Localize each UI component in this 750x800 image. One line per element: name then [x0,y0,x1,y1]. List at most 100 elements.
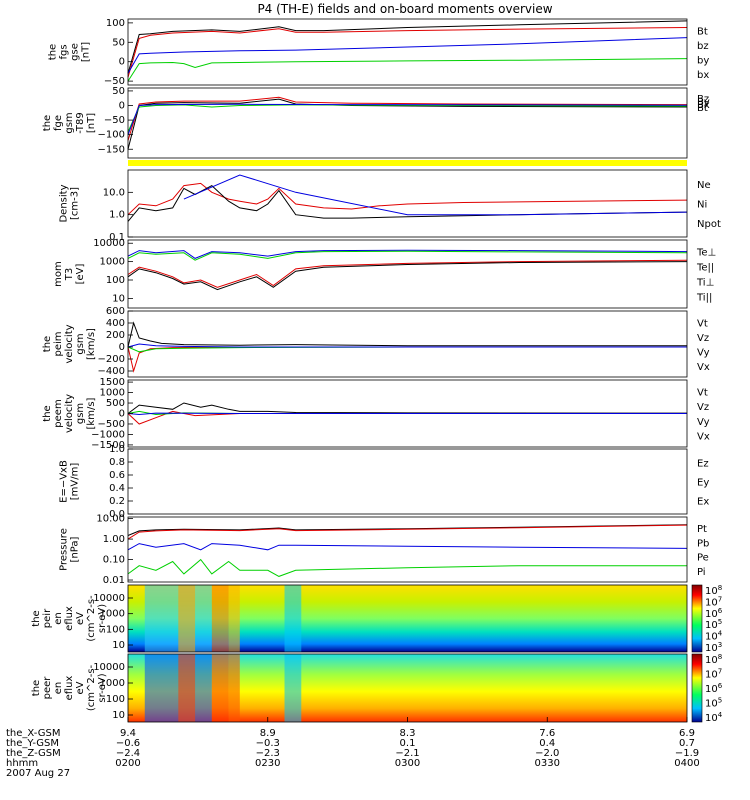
series-Bz [127,96,688,141]
y-tick-label: 0 [119,409,125,420]
colorbar-tick-label: 105 [705,618,722,631]
y-tick-label: 400 [106,318,125,329]
y-tick-label: 10000 [93,662,125,673]
series-Vt [127,321,687,348]
legend-Ti||: Ti|| [696,293,712,304]
spectrogram-feature [211,585,229,652]
panel-exb: 1.0 0.8 0.6 0.4 0.2 0.0 E=−VxB [mV/m] Ez Ey Ex [59,444,710,520]
legend-Vt: Vt [697,387,708,398]
series-bx [127,37,688,74]
y-tick-label: 100 [106,275,125,286]
series-Pb [127,524,688,540]
x-tick-label: −0.3 [256,738,280,749]
y-axis-label: [mV/m] [70,463,81,501]
legend-Ez: Ez [697,459,709,470]
panel-frame [127,169,688,238]
legend-Ex: Ex [697,497,709,508]
y-tick-label: 0.2 [109,496,125,507]
x-tick-label: −2.0 [535,748,559,759]
plot-title: P4 (TH-E) fields and on-board moments ov… [257,2,552,16]
y-axis-label: gsm [75,403,86,424]
y-tick-label: −200 [98,354,125,365]
spectrogram-feature [228,585,240,652]
legend-Ti⊥: Ti⊥ [696,278,714,289]
series-Npot [183,174,688,216]
y-tick-label: 1000 [100,609,125,620]
legend-Vt: Vt [697,318,708,329]
y-axis-label: eV [75,612,86,625]
y-tick-label: 600 [106,306,125,317]
x-tick-label: 0330 [535,758,560,769]
legend-Bt: Bt [697,103,708,114]
legend-Pt: Pt [697,524,707,535]
y-axis-label: peir [42,608,53,628]
y-axis-label: gsm [75,333,86,354]
series-Ti⊥ [127,249,688,259]
colorbar-tick-label: 104 [705,630,723,643]
legend-Pe: Pe [697,553,709,564]
y-axis-label: sr-eV) [97,673,108,702]
spectrogram-feature [284,654,302,722]
panel-frame [127,87,688,159]
series-Vx [127,412,687,416]
legend-Vy: Vy [697,347,710,358]
spectrogram-feature [284,585,302,652]
legend-Vz: Vz [697,402,709,413]
x-row-label: the_Y-GSM [6,738,59,749]
series-Bt [127,20,688,74]
series-Ni [127,184,688,222]
y-tick-label: 1.0 [109,444,125,455]
y-tick-label: 0.8 [109,457,125,468]
y-axis-label: [eV] [75,264,86,285]
y-tick-label: −1500 [91,440,125,451]
y-axis-label: the [42,115,53,131]
y-axis-label: fge [53,115,64,131]
legend-Ne: Ne [697,180,711,191]
series-Ne [127,182,688,216]
colorbar-tick-label: 106 [705,607,723,620]
panel-frame [127,448,688,515]
y-axis-label: [nT] [81,42,92,62]
y-axis-label: en [53,612,64,625]
x-tick-label: −0.6 [116,738,140,749]
x-tick-label: 0300 [395,758,420,769]
series-Vy [127,346,687,353]
y-axis-label: gsm [64,112,75,133]
series-Vt [127,402,688,414]
y-tick-label: 0.4 [109,483,125,494]
legend-Ni: Ni [697,200,707,211]
x-tick-label: 6.9 [679,728,695,739]
colorbar [691,653,703,723]
y-tick-label: 1000 [100,678,125,689]
y-axis-label: [nPa] [70,536,81,562]
colorbar-tick-label: 108 [705,653,722,666]
y-tick-label: 0 [119,342,125,353]
legend-Vx: Vx [697,362,710,373]
x-tick-label: 0.7 [679,738,695,749]
y-axis-label: Pressure [59,528,70,571]
x-tick-label: −2.4 [116,748,140,759]
legend-Bt: Bt [697,26,708,37]
y-axis-label: -T89 [75,112,86,134]
y-tick-label: 500 [106,398,125,409]
y-axis-label: [cm-3] [70,187,81,220]
x-tick-label: 9.4 [120,728,136,739]
y-tick-label: −400 [98,366,125,377]
y-axis-label: en [53,682,64,695]
legend-Vx: Vx [697,432,710,443]
panel-frame [127,310,688,378]
colorbar [691,584,703,653]
x-tick-label: 0.4 [539,738,555,749]
colorbar-tick-label: 107 [705,668,722,681]
y-axis-label: peim [53,331,64,356]
y-axis-label: the [31,610,42,626]
y-axis-label: sr-eV) [97,604,108,633]
y-axis-label: [nT] [86,113,97,133]
series-Ti|| [127,250,688,261]
y-tick-label: 10 [112,640,125,651]
y-tick-label: −500 [98,419,125,430]
y-tick-label: 1.0 [109,210,125,221]
date-label: 2007 Aug 27 [6,768,70,779]
